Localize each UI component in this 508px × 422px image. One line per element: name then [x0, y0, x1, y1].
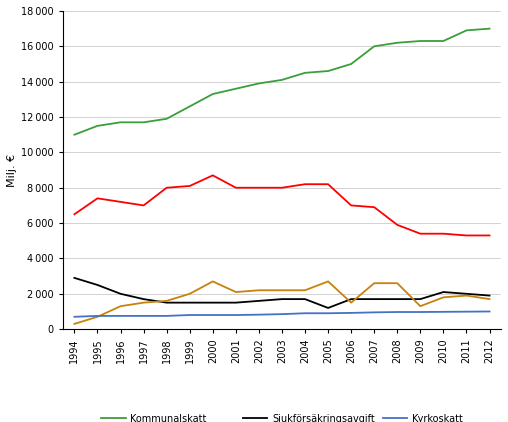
Y-axis label: Milj. €: Milj. € — [7, 154, 17, 187]
Legend: Kommunalskatt, Förvärvsinkomstskatt, Sjukförsäkringsavgift, Kapitalinkomstskatt,: Kommunalskatt, Förvärvsinkomstskatt, Sju… — [101, 414, 463, 422]
